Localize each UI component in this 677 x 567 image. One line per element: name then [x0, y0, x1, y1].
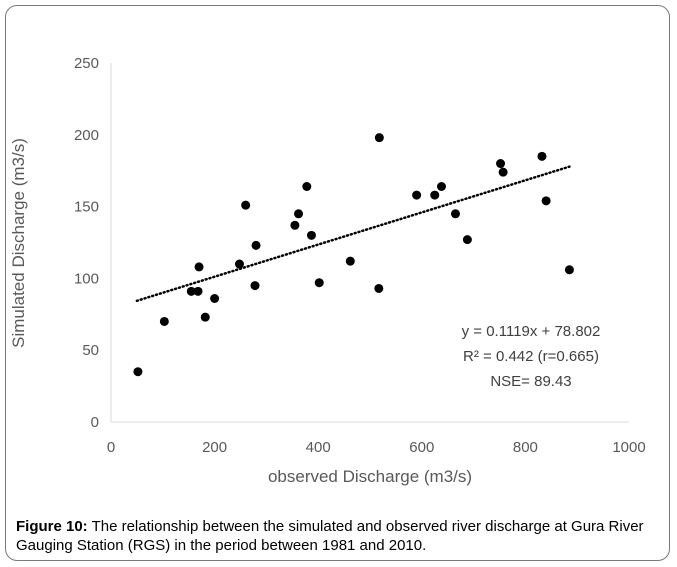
- data-point: [290, 220, 300, 230]
- data-point: [436, 181, 446, 191]
- data-point: [462, 235, 472, 245]
- data-point: [306, 230, 316, 240]
- nse-label: NSE= 89.43: [490, 373, 571, 390]
- data-points: [133, 133, 574, 377]
- x-tick-label: 800: [513, 439, 538, 456]
- x-axis-title: observed Discharge (m3/s): [268, 467, 472, 486]
- data-point: [241, 200, 251, 210]
- caption-label: Figure 10:: [16, 518, 88, 535]
- x-tick-label: 400: [306, 439, 331, 456]
- data-point: [186, 286, 196, 296]
- x-tick-label: 600: [409, 439, 434, 456]
- data-point: [159, 316, 169, 326]
- y-axis-title: Simulated Discharge (m3/s): [9, 138, 28, 348]
- trendline: [135, 165, 571, 303]
- regression-equation: y = 0.1119x + 78.802: [462, 323, 601, 340]
- data-point: [200, 312, 210, 322]
- y-tick-label: 250: [74, 55, 99, 72]
- data-point: [430, 190, 440, 200]
- data-point: [450, 209, 460, 219]
- y-tick-label: 100: [74, 270, 99, 287]
- data-point: [314, 278, 324, 288]
- data-point: [412, 190, 422, 200]
- y-tick-label: 50: [82, 342, 99, 359]
- figure-caption: Figure 10: The relationship between the …: [16, 517, 666, 555]
- data-point: [294, 209, 304, 219]
- y-tick-label: 0: [91, 414, 99, 431]
- data-point: [234, 259, 244, 269]
- data-point: [345, 256, 355, 266]
- x-tick-label: 200: [202, 439, 227, 456]
- data-point: [133, 367, 143, 377]
- caption-text: The relationship between the simulated a…: [16, 518, 644, 554]
- x-tick-labels: 0 200 400 600 800 1000: [107, 439, 646, 456]
- y-tick-labels: 0 50 100 150 200 250: [74, 55, 99, 431]
- data-point: [194, 262, 204, 272]
- data-point: [302, 181, 312, 191]
- data-point: [564, 265, 574, 275]
- data-point: [537, 151, 547, 161]
- data-point: [374, 283, 384, 293]
- x-tick-label: 0: [107, 439, 115, 456]
- data-point: [193, 286, 203, 296]
- y-tick-label: 200: [74, 127, 99, 144]
- y-tick-label: 150: [74, 199, 99, 216]
- figure-frame: 0 50 100 150 200 250 0 200 400 600 800 1000 observ…: [5, 5, 670, 561]
- scatter-chart: 0 50 100 150 200 250 0 200 400 600 800 1000 observ…: [9, 55, 646, 486]
- data-point: [374, 133, 384, 143]
- data-point: [210, 294, 220, 304]
- data-point: [251, 240, 261, 250]
- data-point: [250, 281, 260, 291]
- r-squared-label: R² = 0.442 (r=0.665): [463, 348, 599, 365]
- x-tick-label: 1000: [612, 439, 645, 456]
- data-point: [496, 159, 506, 169]
- data-point: [541, 196, 551, 206]
- data-point: [498, 167, 508, 177]
